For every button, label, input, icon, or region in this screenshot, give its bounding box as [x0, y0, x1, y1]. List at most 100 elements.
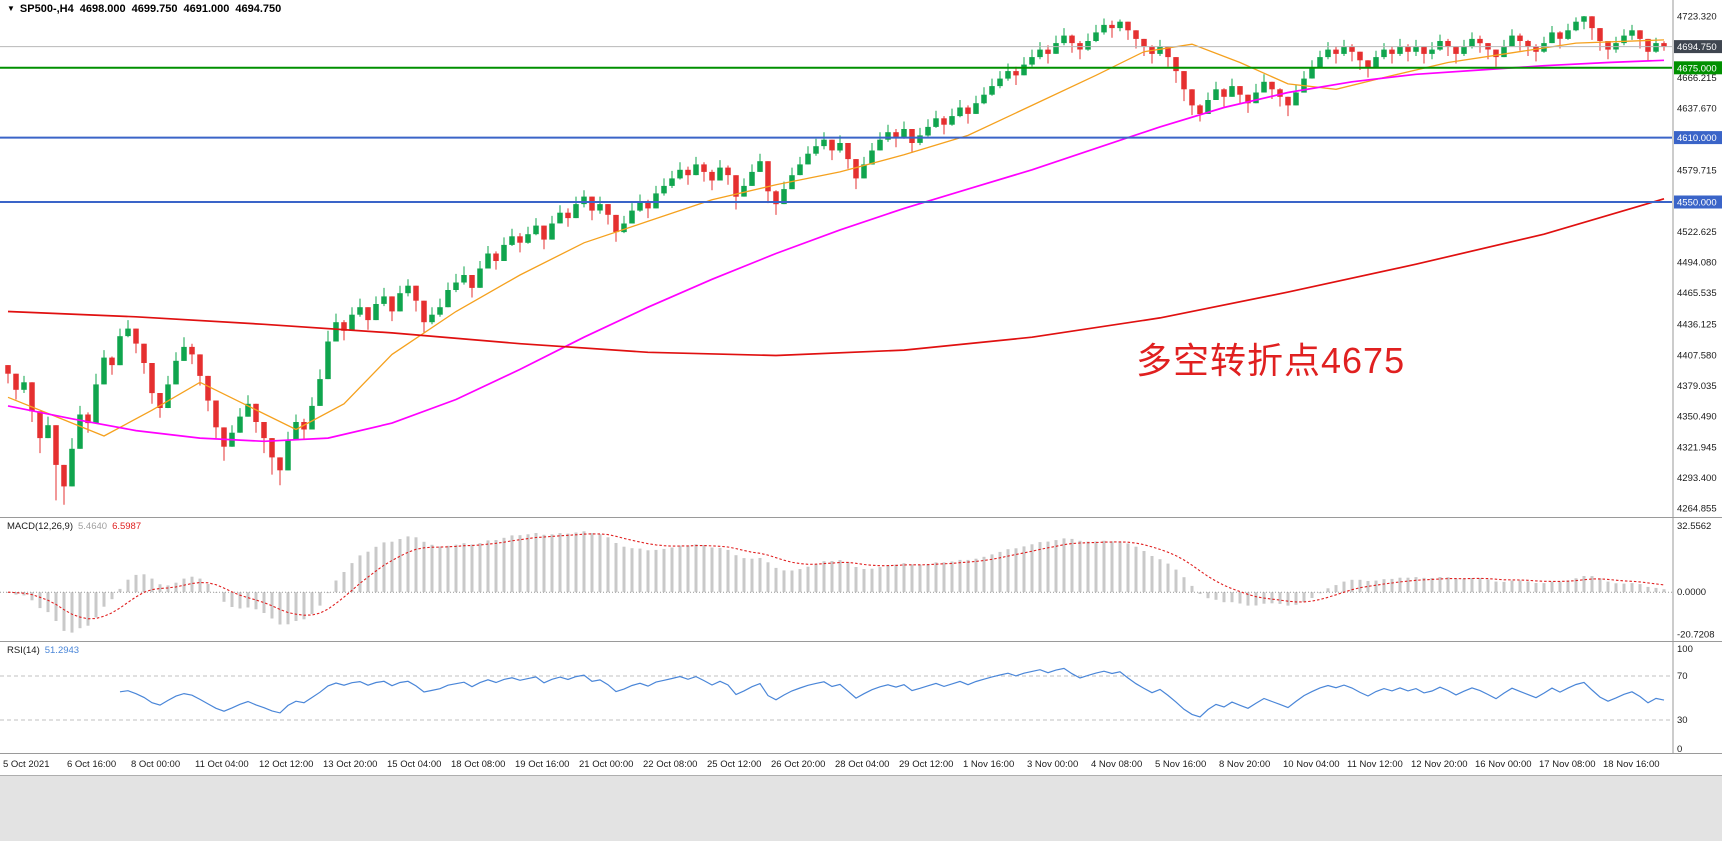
time-axis-label: 10 Nov 04:00 [1283, 759, 1340, 770]
candle [805, 146, 811, 165]
candle [1261, 74, 1267, 93]
candle [1573, 17, 1579, 32]
time-axis-label: 6 Oct 16:00 [67, 759, 116, 770]
candle [829, 139, 835, 161]
candle [1125, 21, 1131, 40]
candle [1461, 39, 1467, 56]
candle [37, 411, 43, 454]
candle [381, 287, 387, 307]
time-axis-label: 3 Nov 00:00 [1027, 759, 1078, 770]
candle [333, 313, 339, 342]
candle [525, 226, 531, 244]
candle [677, 162, 683, 180]
candle [757, 153, 763, 172]
candle [1341, 39, 1347, 56]
candle [541, 225, 547, 250]
candle [373, 296, 379, 321]
candle [821, 132, 827, 150]
rsi-axis-label: 0 [1677, 744, 1682, 755]
candle [781, 181, 787, 205]
price-axis-label: 4494.080 [1677, 258, 1717, 269]
time-axis-label: 22 Oct 08:00 [643, 759, 697, 770]
candle [981, 87, 987, 105]
macd-signal-line [7, 533, 1665, 620]
candle [709, 169, 715, 191]
candle [501, 237, 507, 261]
price-axis-label: 4436.125 [1677, 320, 1717, 331]
candle [973, 95, 979, 114]
candle [853, 159, 859, 190]
candle [29, 382, 35, 422]
price-axis-label: 4293.400 [1677, 473, 1717, 484]
candle [365, 307, 371, 330]
candle [1285, 96, 1291, 117]
candle [101, 350, 107, 385]
candle [1205, 92, 1211, 114]
candle [1445, 38, 1451, 56]
candle [701, 162, 707, 182]
candle [1397, 38, 1403, 56]
candle [61, 464, 67, 505]
candle [197, 354, 203, 386]
time-axis-label: 4 Nov 08:00 [1091, 759, 1142, 770]
candle [1077, 41, 1083, 60]
candle [477, 261, 483, 288]
price-tag: 4694.750 [1674, 40, 1722, 54]
candle [741, 178, 747, 197]
candle [989, 78, 995, 96]
candle [949, 108, 955, 126]
candle [421, 300, 427, 333]
chart-canvas[interactable]: 4723.320 4666.215 4637.670 4579.715 4522.625… [0, 0, 1722, 775]
svg-text:4694.750: 4694.750 [1677, 42, 1717, 53]
candle [45, 416, 51, 439]
time-axis-label: 13 Oct 20:00 [323, 759, 377, 770]
candle [1053, 35, 1059, 54]
candle [309, 397, 315, 430]
candle [1173, 57, 1179, 83]
candle [1093, 24, 1099, 43]
time-axis-label: 25 Oct 12:00 [707, 759, 761, 770]
candle [997, 71, 1003, 89]
candle [1565, 23, 1571, 40]
price-axis-label: 4407.580 [1677, 350, 1717, 361]
macd-value-main: 5.4640 [78, 521, 108, 532]
candle [1309, 60, 1315, 79]
candle [733, 175, 739, 210]
candle [1213, 81, 1219, 100]
candle [661, 178, 667, 196]
candle [901, 121, 907, 139]
svg-text:4675.000: 4675.000 [1677, 63, 1717, 74]
macd-indicator-label: MACD(12,26,9) 5.4640 6.5987 [7, 521, 146, 532]
candle [557, 205, 563, 224]
candle [1413, 39, 1419, 56]
time-axis-label: 21 Oct 00:00 [579, 759, 633, 770]
price-axis-label: 4321.945 [1677, 442, 1717, 453]
candle [845, 143, 851, 169]
rsi-axis-label: 30 [1677, 715, 1688, 726]
candle [1101, 18, 1107, 35]
candle [1189, 89, 1195, 116]
candle [1589, 16, 1595, 40]
candle [325, 330, 331, 380]
candle [253, 403, 259, 433]
chart-annotation[interactable]: 多空转折点4675 [1136, 340, 1406, 381]
candle [109, 356, 115, 375]
candle [1237, 86, 1243, 105]
price-tag: 4675.000 [1674, 61, 1722, 75]
candle [565, 208, 571, 227]
candle [1325, 42, 1331, 60]
candle [1021, 57, 1027, 76]
symbol-dropdown-icon[interactable]: ▼ [7, 4, 15, 13]
candle [1181, 71, 1187, 102]
macd-axis-label: 0.0000 [1677, 587, 1706, 598]
candle [405, 279, 411, 297]
candle [1069, 34, 1075, 53]
candle [597, 196, 603, 214]
candles-layer [5, 16, 1667, 505]
candle [1317, 50, 1323, 68]
candle [1365, 60, 1371, 78]
candle [1509, 29, 1515, 47]
candle [1469, 32, 1475, 49]
candle [397, 285, 403, 312]
